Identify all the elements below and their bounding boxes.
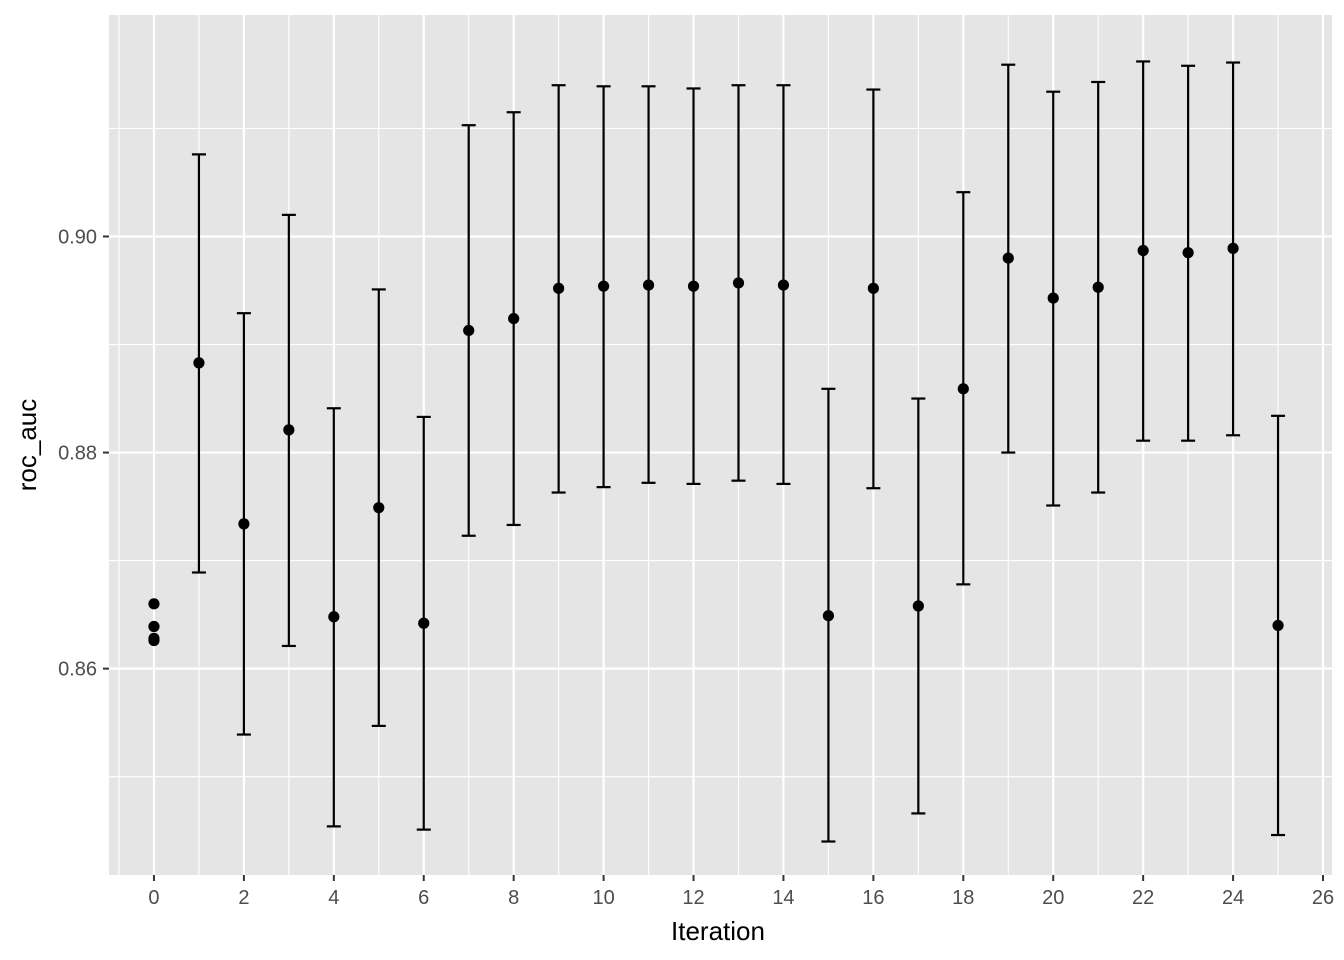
x-tick-label: 8: [508, 887, 519, 909]
x-tick-label: 10: [592, 887, 614, 909]
x-tick-label: 4: [328, 887, 339, 909]
mean-point-6: [418, 617, 430, 629]
y-tick-label: 0.90: [58, 226, 97, 248]
x-tick-label: 14: [772, 887, 794, 909]
initial-point: [148, 620, 160, 633]
mean-point-7: [463, 324, 475, 337]
x-tick-label: 20: [1042, 887, 1064, 909]
mean-point-23: [1182, 247, 1194, 259]
x-tick-label: 18: [952, 887, 974, 909]
mean-point-15: [822, 610, 835, 622]
mean-point-25: [1272, 619, 1284, 632]
x-tick-label: 6: [418, 887, 429, 909]
mean-point-17: [912, 600, 924, 612]
mean-point-22: [1137, 244, 1149, 257]
x-axis: 0 2 4 6 8 10 12 14 16 18 20 22 24 26: [148, 875, 1334, 909]
plot-panel: [109, 15, 1332, 875]
x-tick-label: 26: [1312, 887, 1334, 909]
mean-point-1: [193, 357, 205, 369]
initial-point: [148, 598, 160, 610]
mean-point-10: [597, 280, 610, 292]
mean-point-13: [732, 277, 745, 289]
mean-point-2: [238, 518, 250, 530]
mean-point-5: [373, 502, 385, 514]
mean-point-18: [957, 383, 969, 395]
x-tick-label: 24: [1222, 887, 1244, 909]
x-tick-label: 12: [682, 887, 704, 909]
mean-point-3: [283, 424, 295, 436]
mean-point-9: [553, 282, 565, 294]
mean-point-12: [687, 280, 700, 292]
y-axis: 0.86 0.88 0.90: [58, 226, 109, 681]
mean-point-19: [1002, 252, 1014, 264]
y-axis-title: roc_auc: [12, 399, 42, 492]
x-tick-label: 16: [862, 887, 884, 909]
mean-point-16: [867, 282, 879, 294]
y-tick-label: 0.86: [58, 659, 97, 681]
x-axis-title: Iteration: [671, 916, 765, 946]
mean-point-11: [642, 279, 655, 291]
x-tick-label: 22: [1132, 887, 1154, 909]
x-tick-label: 0: [148, 887, 159, 909]
mean-point-8: [508, 312, 520, 325]
mean-point-24: [1227, 242, 1239, 254]
x-tick-label: 2: [238, 887, 249, 909]
mean-point-20: [1047, 292, 1059, 304]
initial-point: [148, 634, 160, 647]
data-points: [148, 242, 1284, 647]
mean-point-14: [777, 279, 790, 291]
mean-point-21: [1092, 281, 1104, 293]
y-tick-label: 0.88: [58, 443, 97, 465]
mean-point-4: [328, 611, 340, 623]
